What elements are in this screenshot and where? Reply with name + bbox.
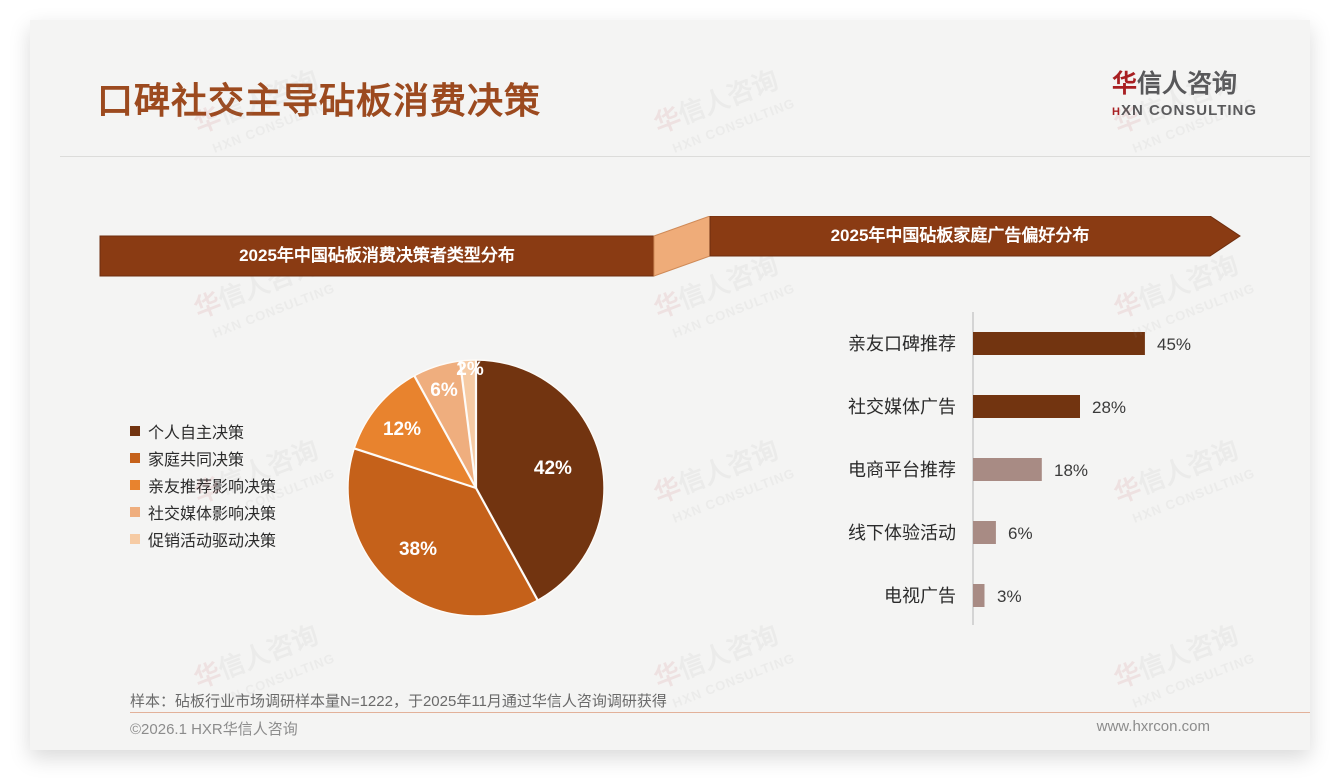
svg-text:45%: 45% — [1157, 335, 1191, 354]
svg-text:28%: 28% — [1092, 398, 1126, 417]
svg-text:电商平台推荐: 电商平台推荐 — [848, 460, 956, 480]
svg-text:电视广告: 电视广告 — [884, 586, 956, 606]
svg-text:18%: 18% — [1054, 461, 1088, 480]
svg-text:3%: 3% — [997, 587, 1022, 606]
svg-text:亲友口碑推荐: 亲友口碑推荐 — [848, 334, 956, 354]
svg-text:2025年中国砧板家庭广告偏好分布: 2025年中国砧板家庭广告偏好分布 — [831, 225, 1090, 245]
svg-text:线下体验活动: 线下体验活动 — [848, 523, 956, 543]
svg-text:6%: 6% — [1008, 524, 1033, 543]
svg-text:社交媒体广告: 社交媒体广告 — [848, 397, 956, 417]
svg-text:2025年中国砧板消费决策者类型分布: 2025年中国砧板消费决策者类型分布 — [239, 245, 515, 265]
